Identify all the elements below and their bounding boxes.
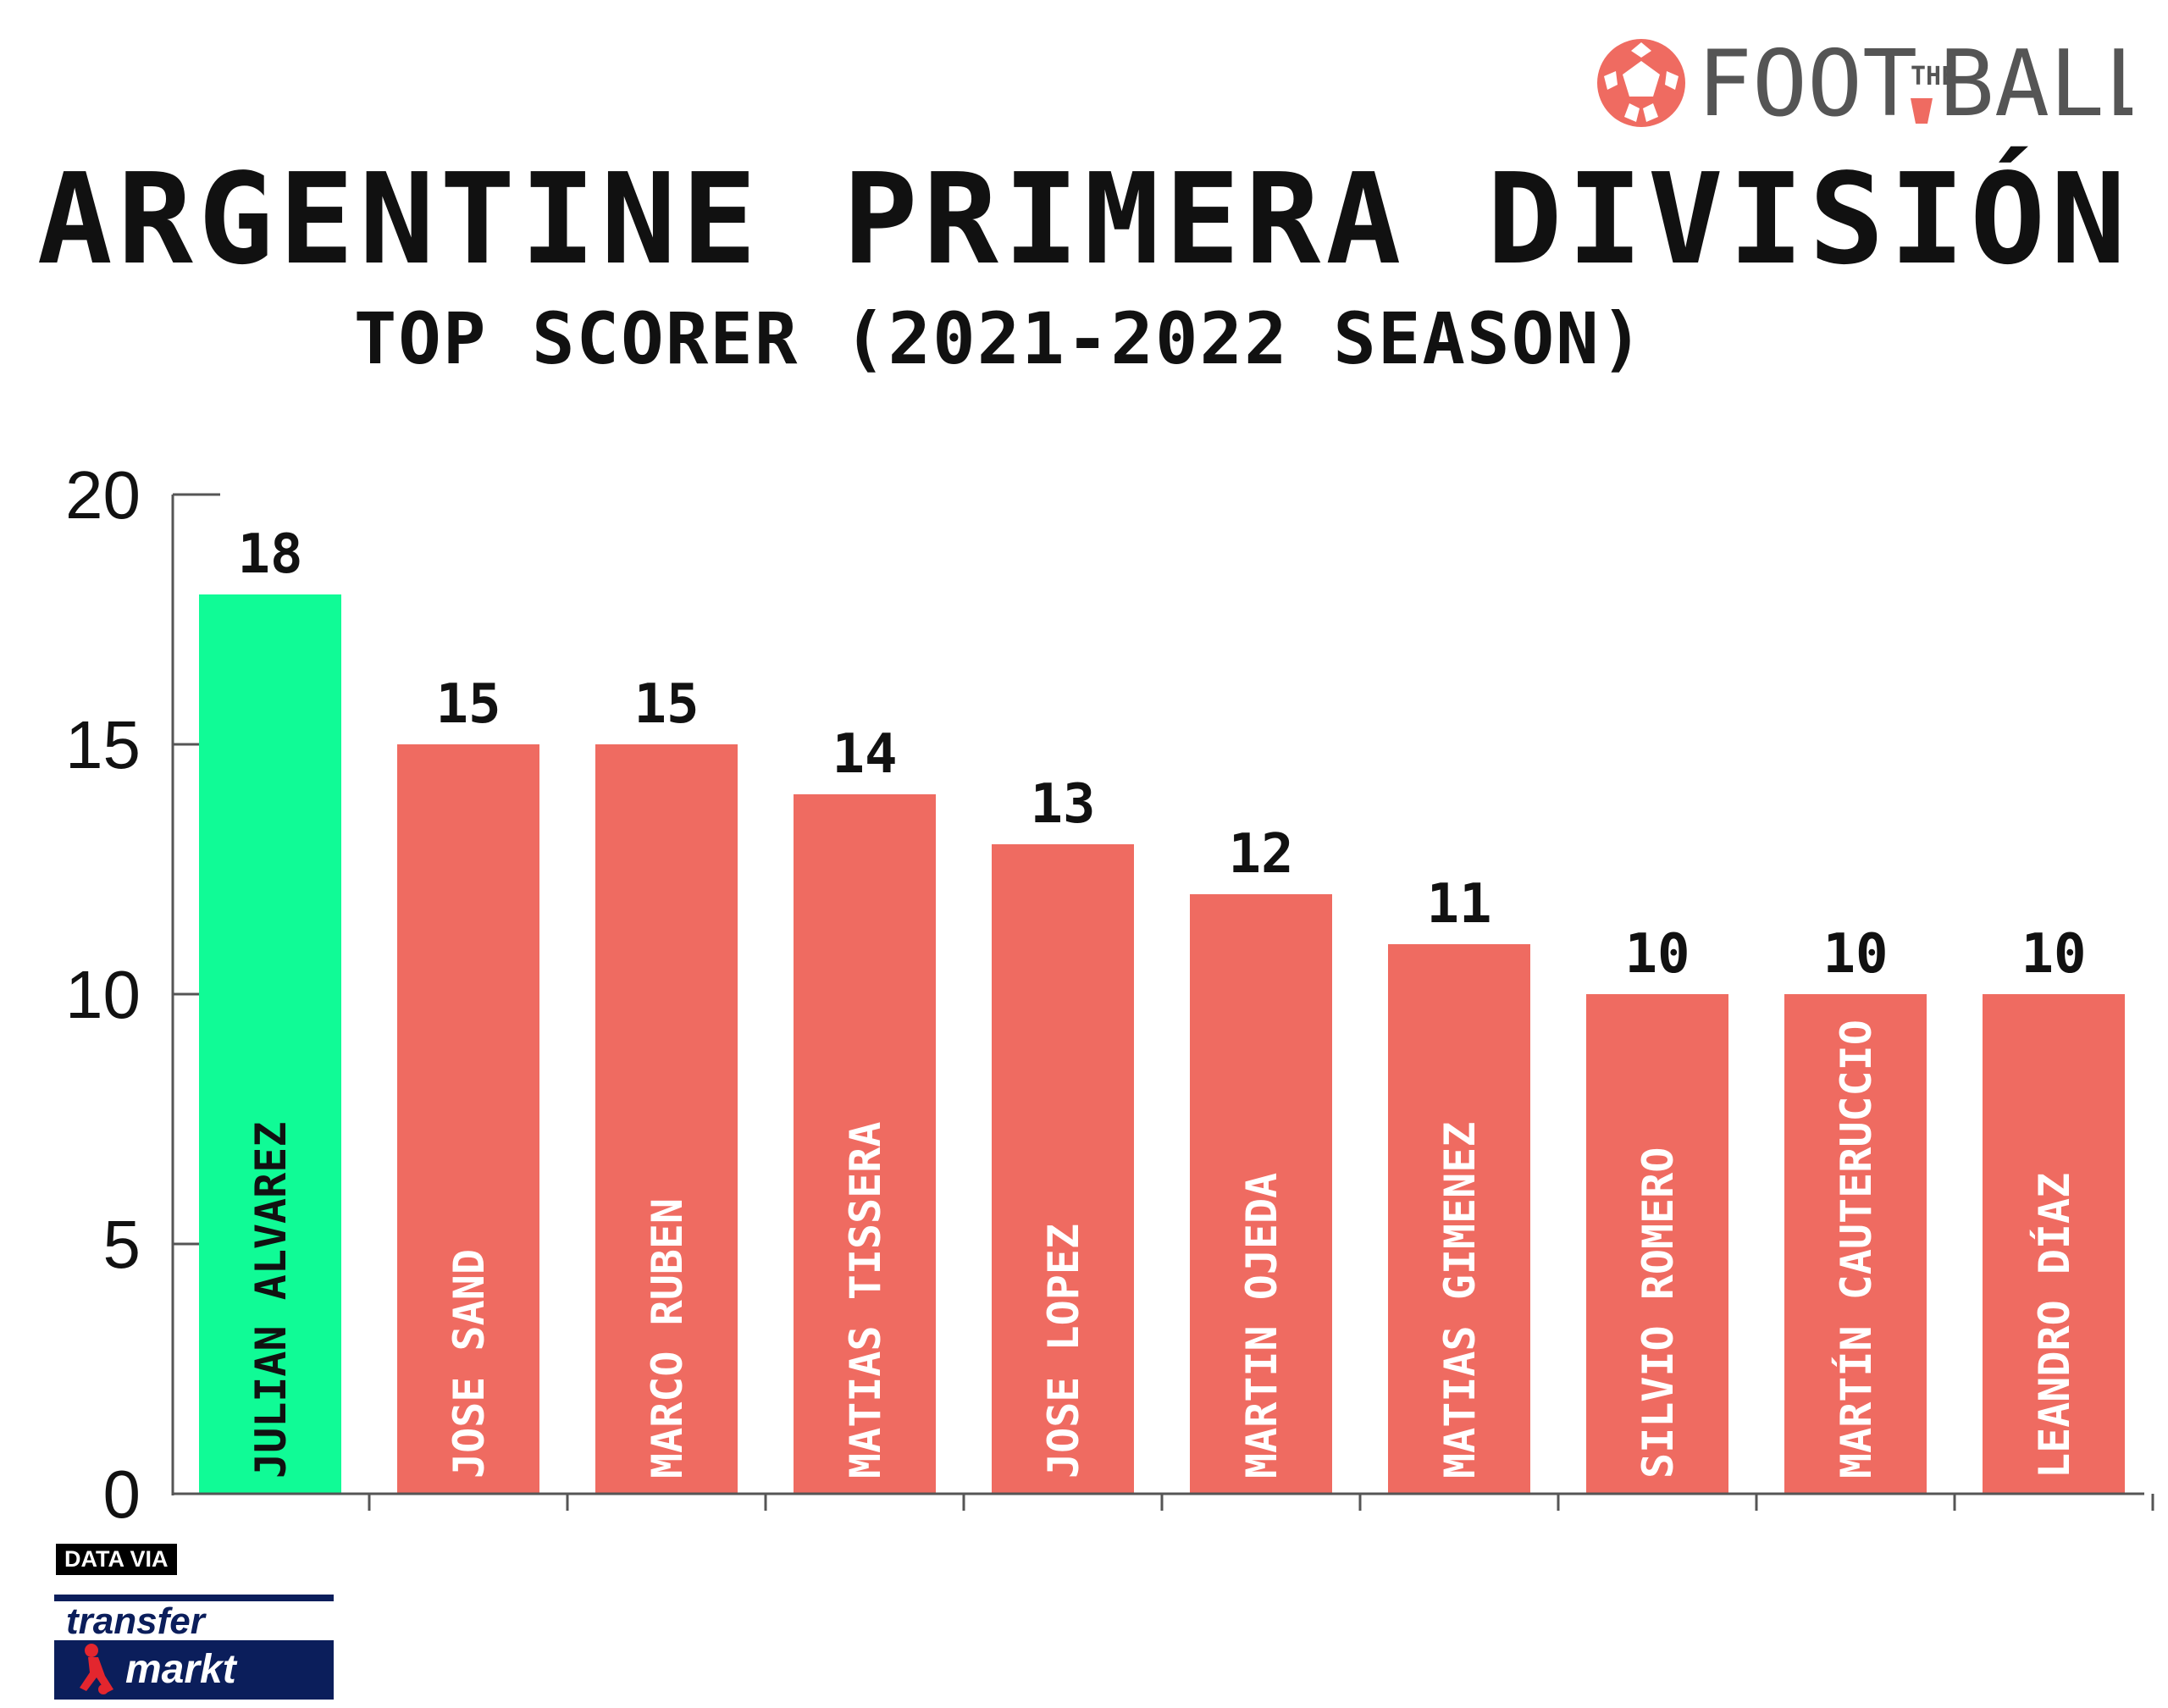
value-label-9: 10 (1822, 923, 1888, 986)
x-axis (173, 1492, 2154, 1511)
brand-foot-text: FOOT (1697, 32, 1917, 134)
bar-4 (794, 794, 936, 1494)
player-name-6: MARTIN OJEDA (1237, 1173, 1286, 1479)
footballl-logo: FOOT THE BALL (1597, 32, 2132, 134)
player-name-8: SILVIO ROMERO (1634, 1147, 1683, 1479)
transfermarkt-line2: markt (125, 1647, 238, 1692)
player-name-4: MATIAS TISSERA (841, 1122, 890, 1479)
value-label-3: 15 (633, 673, 699, 736)
bar-1 (199, 594, 341, 1494)
y-axis: 0 5 10 15 20 (65, 457, 220, 1532)
bar-3 (595, 744, 738, 1494)
value-label-4: 14 (832, 723, 897, 786)
comma-mark-icon (1911, 98, 1933, 124)
y-tick-label: 0 (103, 1456, 141, 1532)
bar-6 (1190, 894, 1332, 1494)
value-label-1: 18 (237, 523, 302, 586)
player-name-1: JULIAN ALVAREZ (246, 1122, 296, 1479)
chart-title: ARGENTINE PRIMERA DIVISIÓN (36, 146, 2132, 292)
value-label-5: 13 (1030, 773, 1095, 836)
transfermarkt-logo: transfer markt (54, 1595, 334, 1700)
brand-ball-text: BALL (1939, 32, 2132, 134)
bar-2 (397, 744, 539, 1494)
value-label-10: 10 (2021, 923, 2086, 986)
transfermarkt-line1: transfer (66, 1600, 207, 1642)
player-name-9: MARTÍN CAUTERUCCIO (1831, 1020, 1881, 1479)
value-label-2: 15 (435, 673, 501, 736)
bar-5 (992, 844, 1134, 1494)
value-label-7: 11 (1426, 873, 1491, 936)
soccer-ball-icon (1597, 39, 1685, 127)
y-tick-label: 10 (65, 957, 141, 1032)
player-name-10: LEANDRO DÍAZ (2029, 1173, 2079, 1479)
player-name-5: JOSE LOPEZ (1039, 1224, 1088, 1479)
footballer-icon (80, 1644, 113, 1694)
y-tick-label: 15 (65, 707, 141, 782)
bars (199, 594, 2125, 1494)
player-name-3: MARCO RUBEN (643, 1198, 692, 1479)
bar-10 (1983, 994, 2125, 1494)
player-name-7: MATIAS GIMENEZ (1435, 1122, 1485, 1479)
value-label-8: 10 (1624, 923, 1690, 986)
bar-8 (1586, 994, 1728, 1494)
bar-7 (1388, 944, 1530, 1494)
data-via-badge: DATA VIA (56, 1544, 177, 1575)
bar-9 (1784, 994, 1927, 1494)
y-tick-label: 5 (103, 1207, 141, 1282)
y-tick-label: 20 (65, 457, 141, 533)
chart-subtitle: TOP SCORER (2021-2022 SEASON) (353, 297, 1645, 380)
value-labels: 18 15 15 14 13 12 11 10 10 10 (237, 523, 2086, 986)
player-name-2: JOSE SAND (445, 1249, 494, 1479)
value-label-6: 12 (1228, 823, 1293, 886)
bar-labels: JULIAN ALVAREZ JOSE SAND MARCO RUBEN MATIAS… (246, 1020, 2079, 1479)
brand-the-text: THE (1911, 62, 1956, 91)
